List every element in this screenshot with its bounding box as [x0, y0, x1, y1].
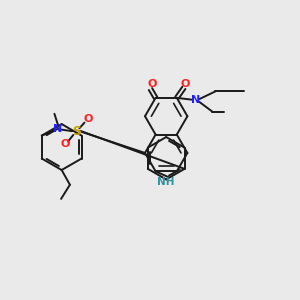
Text: S: S — [72, 125, 81, 138]
Text: N: N — [191, 95, 201, 105]
Text: O: O — [60, 140, 70, 149]
Text: N: N — [53, 124, 63, 134]
Text: NH: NH — [158, 177, 175, 187]
Text: O: O — [180, 79, 190, 89]
Text: O: O — [147, 79, 157, 89]
Text: O: O — [83, 114, 93, 124]
